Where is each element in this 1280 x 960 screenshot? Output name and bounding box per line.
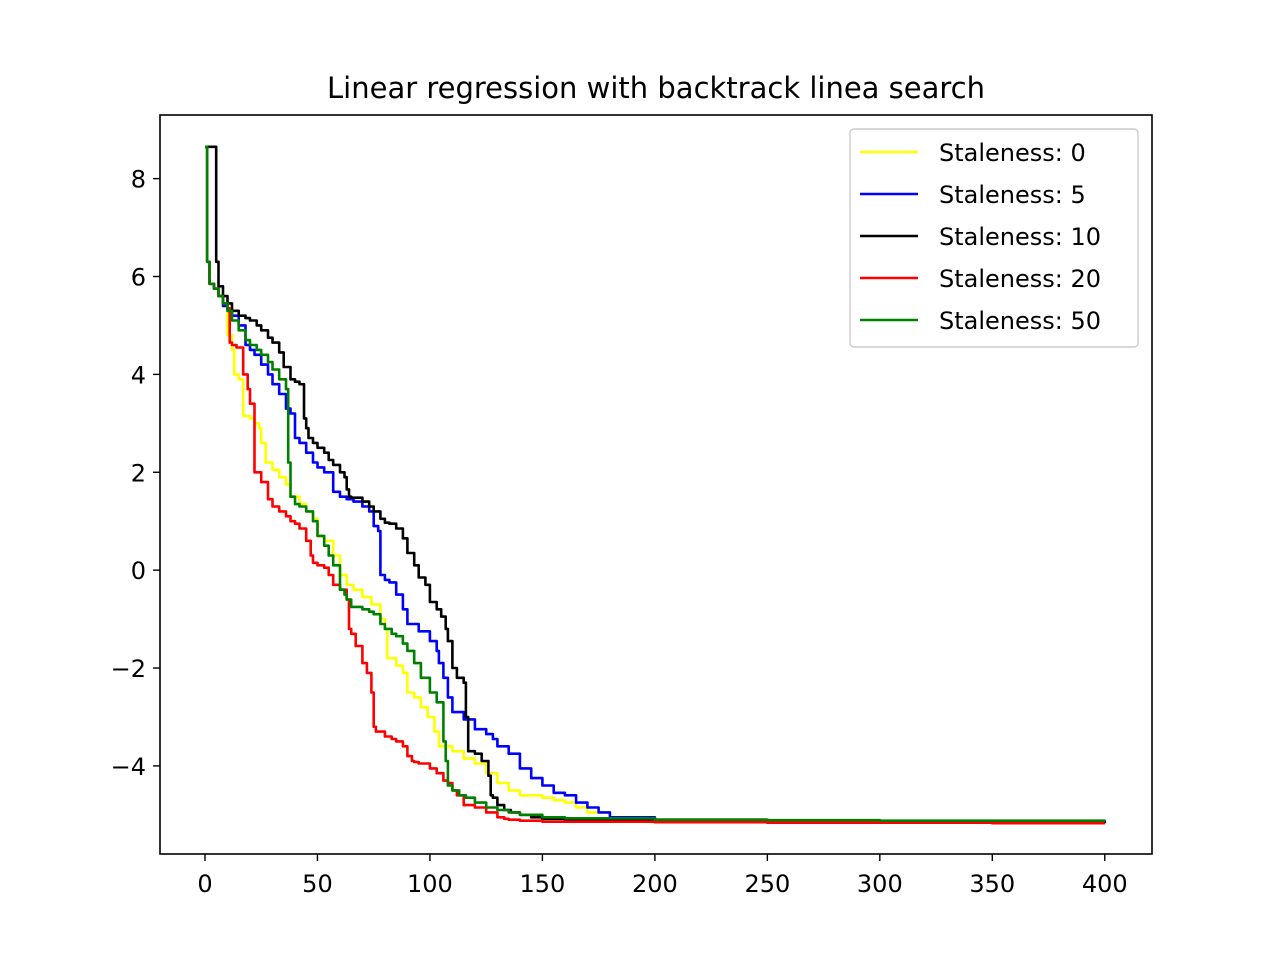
legend-label: Staleness: 50 <box>939 307 1101 335</box>
legend-box <box>849 128 1139 348</box>
series-line-4 <box>205 145 1107 822</box>
x-tick-label: 300 <box>857 870 903 898</box>
series-line-2 <box>205 145 1107 824</box>
y-tick-label: 6 <box>131 264 146 292</box>
x-tick-label: 400 <box>1082 870 1128 898</box>
legend-label: Staleness: 0 <box>939 139 1086 167</box>
y-tick-label: 8 <box>131 166 146 194</box>
x-tick-label: 200 <box>632 870 678 898</box>
x-tick-label: 0 <box>197 870 212 898</box>
chart-title: Linear regression with backtrack linea s… <box>327 71 985 105</box>
legend-label: Staleness: 10 <box>939 223 1101 251</box>
legend-label: Staleness: 20 <box>939 265 1101 293</box>
y-tick-label: 2 <box>131 459 146 487</box>
x-tick-label: 350 <box>969 870 1015 898</box>
legend: Staleness: 0 Staleness: 5 Staleness: 10 Sta… <box>849 128 1139 348</box>
plot-frame <box>159 114 1153 855</box>
series-line-0 <box>205 145 1107 823</box>
y-tick-label: 4 <box>131 361 146 389</box>
y-axis: 8 6 4 2 0 −2 −4 <box>111 166 160 781</box>
y-tick-label: −2 <box>111 655 146 683</box>
x-axis: 0 50 100 150 200 250 300 350 400 <box>197 854 1128 898</box>
x-tick-label: 150 <box>519 870 565 898</box>
series-line-1 <box>205 145 1107 823</box>
x-tick-label: 100 <box>407 870 453 898</box>
x-tick-label: 50 <box>302 870 333 898</box>
x-tick-label: 250 <box>744 870 790 898</box>
y-tick-label: −4 <box>111 753 146 781</box>
legend-label: Staleness: 5 <box>939 181 1086 209</box>
series-line-3 <box>205 145 1105 825</box>
series-lines <box>205 145 1107 825</box>
y-tick-label: 0 <box>131 557 146 585</box>
